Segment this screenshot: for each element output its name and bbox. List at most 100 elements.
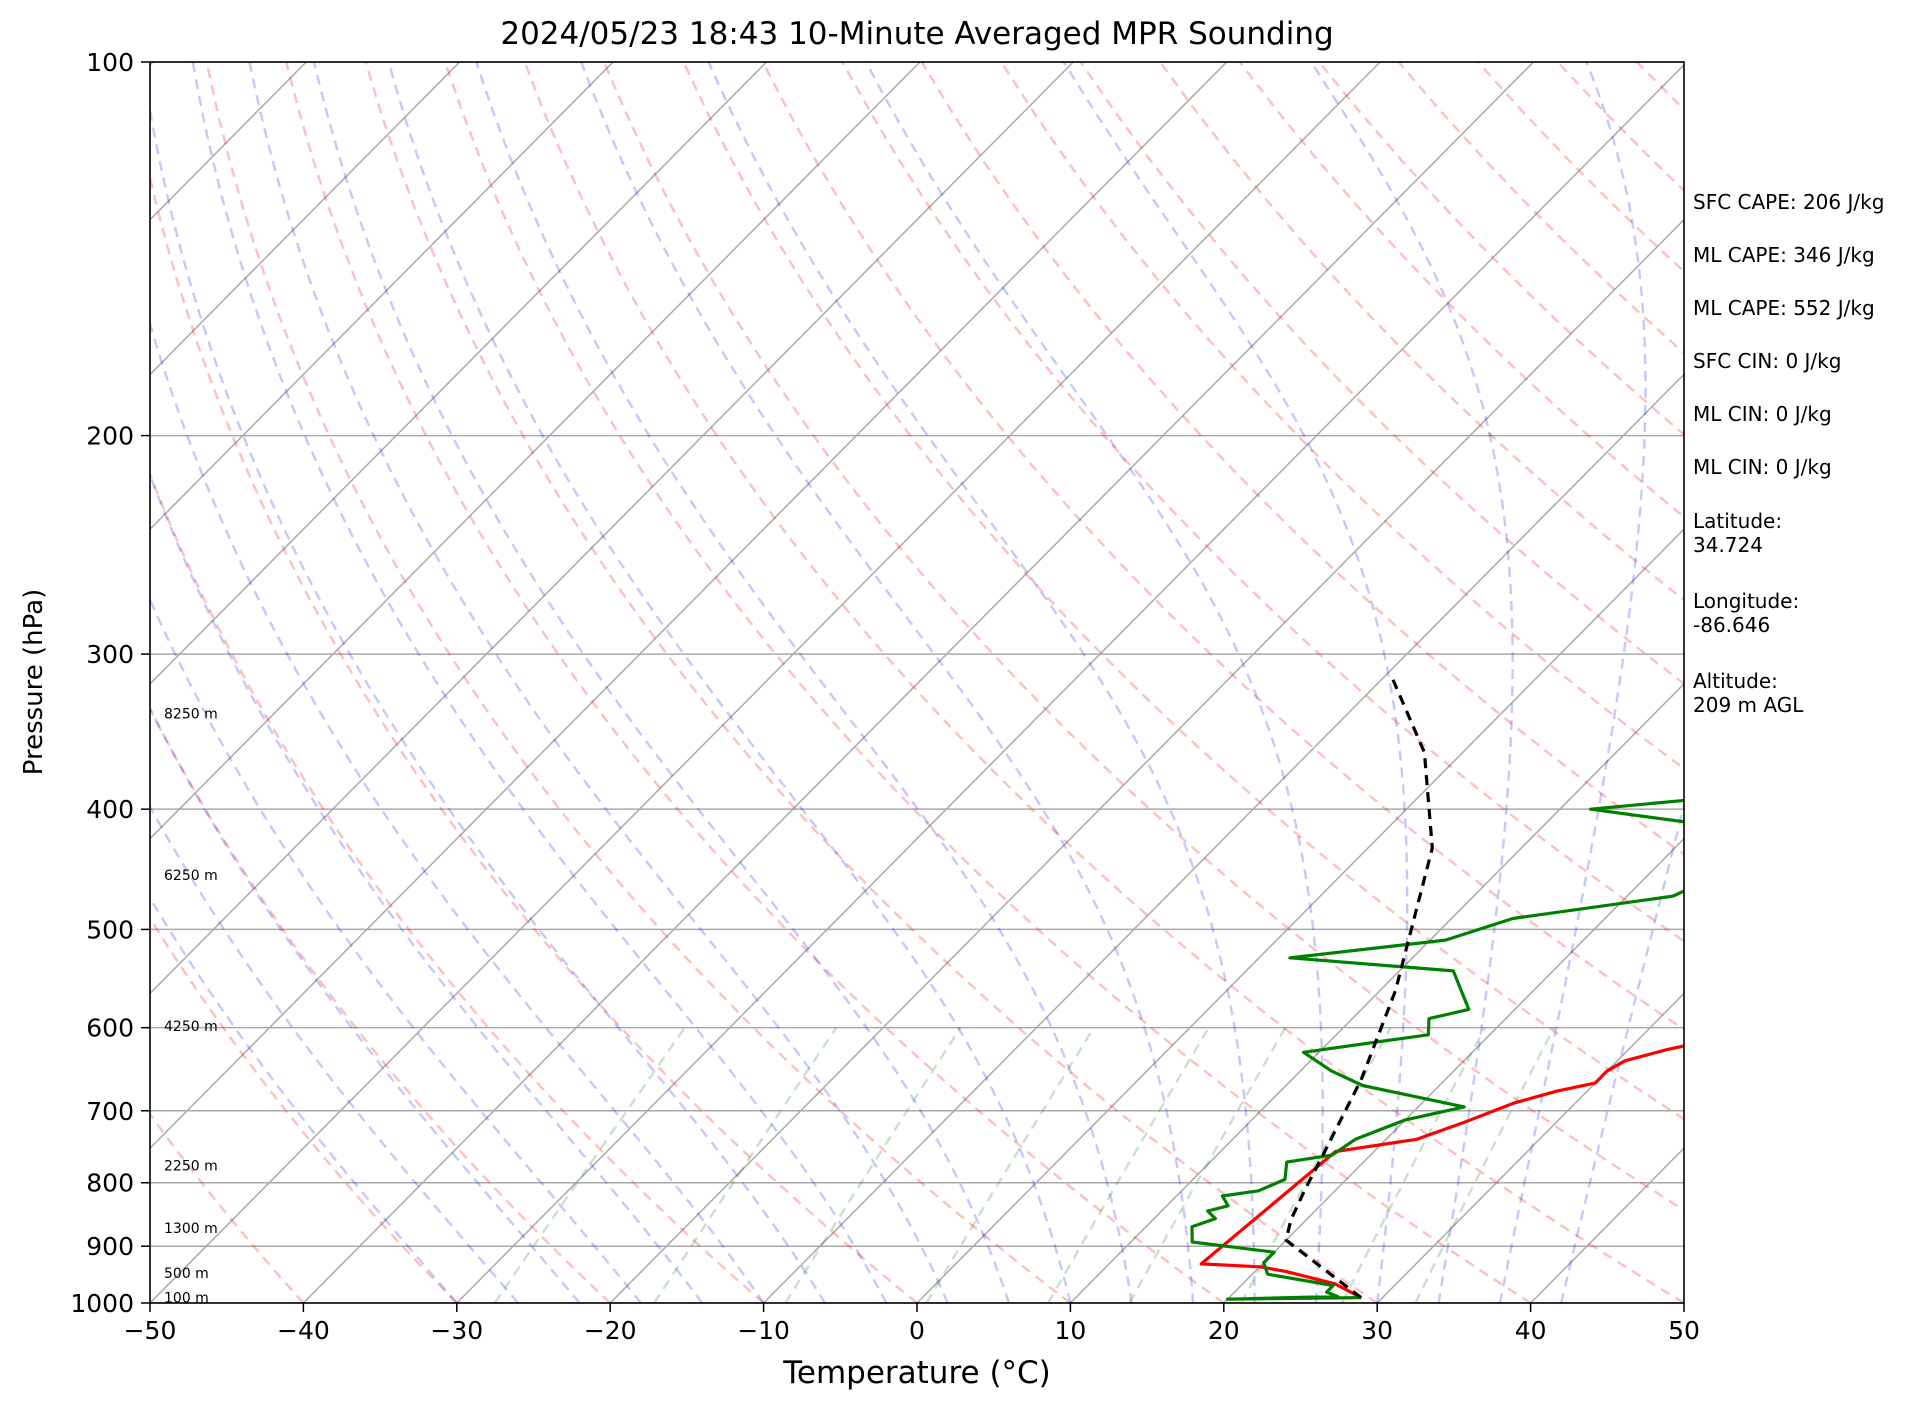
- mixing-ratio-line: [1128, 1027, 1287, 1303]
- moist-adiabat: [150, 471, 704, 1303]
- parcel-profile-line: [1284, 676, 1434, 1299]
- isotherm-group: [150, 62, 1684, 1303]
- y-tick-label: 200: [86, 422, 134, 451]
- dry-adiabat: [602, 62, 1684, 1212]
- mixing-ratio-lines: [493, 1027, 1556, 1303]
- mixing-ratio-line: [1340, 1027, 1487, 1303]
- info-annotation: SFC CIN: 0 J/kg: [1693, 349, 1842, 373]
- height-label: 500 m: [164, 1266, 209, 1282]
- x-tick-label: 50: [1668, 1316, 1700, 1345]
- moist-adiabat: [1310, 62, 1514, 1303]
- info-annotation: ML CIN: 0 J/kg: [1693, 455, 1832, 479]
- dry-adiabat: [1079, 62, 1684, 686]
- isotherm-line: [150, 62, 614, 531]
- x-tick-label: −30: [430, 1316, 483, 1345]
- y-tick-label: 700: [86, 1097, 134, 1126]
- moist-adiabats: [150, 62, 1684, 1303]
- dry-adiabat: [150, 470, 765, 1303]
- isotherm-line: [1069, 682, 1684, 1303]
- isobar-gridlines: [150, 62, 1684, 1303]
- moist-adiabat: [1560, 800, 1684, 1303]
- y-tick-label: 500: [86, 915, 134, 944]
- moist-adiabat: [387, 62, 1072, 1303]
- x-tick-label: 40: [1515, 1316, 1547, 1345]
- isotherm-line: [150, 62, 1228, 1150]
- isotherm-line: [916, 528, 1684, 1303]
- y-tick-label: 400: [86, 795, 134, 824]
- y-tick-label: 800: [86, 1169, 134, 1198]
- isotherm-line: [609, 218, 1684, 1303]
- temperature-profile-line: [1199, 1044, 1684, 1300]
- dry-adiabat: [682, 62, 1684, 1121]
- dry-adiabat: [443, 62, 1532, 1303]
- info-annotation: Longitude: -86.646: [1693, 589, 1800, 637]
- dry-adiabat: [150, 706, 612, 1303]
- info-annotation: ML CAPE: 346 J/kg: [1693, 243, 1875, 267]
- x-tick-label: 10: [1054, 1316, 1086, 1345]
- isotherm-line: [150, 62, 921, 840]
- moist-adiabat: [248, 62, 949, 1303]
- moist-adiabat: [475, 62, 1133, 1303]
- height-label: 1300 m: [164, 1221, 218, 1237]
- y-tick-label: 600: [86, 1014, 134, 1043]
- x-tick-label: −20: [584, 1316, 637, 1345]
- isotherm-line: [763, 373, 1684, 1303]
- x-tick-label: −10: [737, 1316, 790, 1345]
- x-tick-label: 30: [1361, 1316, 1393, 1345]
- x-tick-label: −50: [124, 1316, 177, 1345]
- moist-adiabat: [1062, 62, 1409, 1303]
- x-axis-label: Temperature (°C): [782, 1355, 1051, 1391]
- y-tick-label: 100: [86, 48, 134, 77]
- dry-adiabat: [150, 172, 918, 1303]
- mixing-ratio-line: [493, 1027, 686, 1303]
- x-tick-label: −40: [277, 1316, 330, 1345]
- chart-title: 2024/05/23 18:43 10-Minute Averaged MPR …: [500, 16, 1333, 52]
- moist-adiabat: [312, 62, 1011, 1303]
- y-axis-ticks: 100 200 300 400 500 600 700 800 900 1000: [70, 48, 150, 1318]
- isotherm-line: [150, 62, 1381, 1303]
- y-axis-label: Pressure (hPa): [19, 589, 49, 776]
- moist-adiabat: [150, 896, 458, 1303]
- info-annotation: Latitude: 34.724: [1693, 509, 1783, 557]
- height-label: 100 m: [164, 1291, 209, 1307]
- mixing-ratio-line: [1414, 1027, 1556, 1303]
- isotherm-line: [150, 62, 768, 686]
- dry-adiabat: [761, 62, 1684, 1031]
- moist-adiabat: [150, 804, 520, 1303]
- info-annotation: ML CAPE: 552 J/kg: [1693, 296, 1875, 320]
- dry-adiabat: [523, 62, 1684, 1303]
- dry-adiabat: [205, 62, 1072, 1303]
- dry-adiabats: [150, 62, 1684, 1303]
- moist-adiabat: [865, 62, 1324, 1303]
- isotherm-line: [1223, 837, 1684, 1303]
- dry-adiabat: [1000, 62, 1684, 770]
- moist-adiabat: [150, 319, 765, 1303]
- y-tick-label: 300: [86, 640, 134, 669]
- mixing-ratio-line: [925, 1027, 1095, 1303]
- height-label: 4250 m: [164, 1019, 218, 1035]
- dewpoint-profile-line: [1190, 798, 1684, 1301]
- height-label: 2250 m: [164, 1159, 218, 1175]
- y-tick-label: 900: [86, 1232, 134, 1261]
- isotherm-line: [150, 62, 1074, 995]
- dry-adiabat: [1159, 62, 1684, 602]
- x-axis-ticks: −50 −40 −30 −20 −10 0 10 20 30 40 50: [124, 1303, 1700, 1345]
- height-label: 8250 m: [164, 707, 218, 723]
- moist-adiabat: [150, 103, 827, 1303]
- height-label: 6250 m: [164, 868, 218, 884]
- dry-adiabat: [150, 915, 458, 1303]
- isotherm-line: [302, 62, 1535, 1303]
- x-tick-label: 0: [909, 1316, 925, 1345]
- isotherm-line: [1376, 992, 1684, 1303]
- moist-adiabat: [150, 596, 642, 1303]
- moist-adiabat: [707, 62, 1256, 1303]
- info-annotation: Altitude: 209 m AGL: [1693, 669, 1804, 717]
- y-tick-label: 1000: [70, 1289, 134, 1318]
- mixing-ratio-line: [653, 1027, 838, 1303]
- isotherm-line: [456, 63, 1684, 1303]
- moist-adiabat: [191, 62, 888, 1303]
- isotherm-line: [150, 62, 461, 376]
- mixing-ratio-line: [1047, 1027, 1210, 1303]
